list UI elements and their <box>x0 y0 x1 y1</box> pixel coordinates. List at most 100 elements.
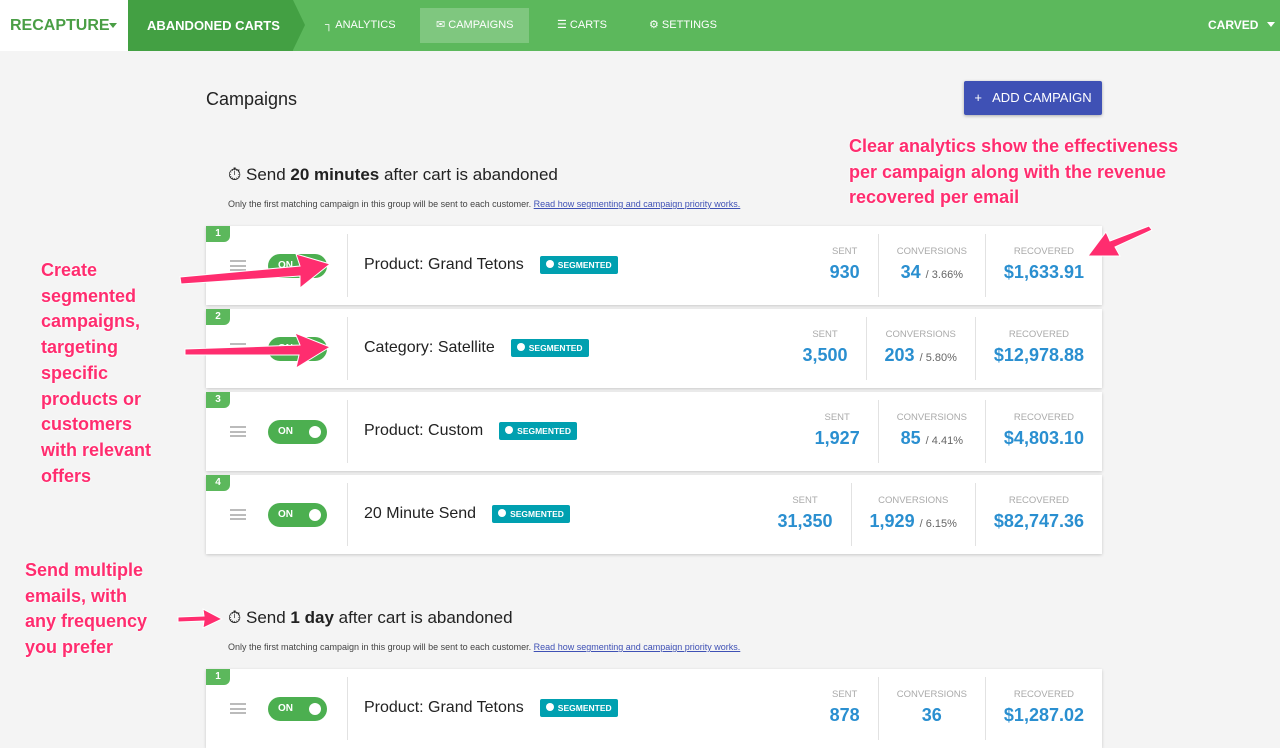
priority-tab: 1 <box>206 669 230 685</box>
stat-value: $82,747.36 <box>994 511 1084 532</box>
annotation-line: with relevant <box>41 439 152 460</box>
toggle-switch[interactable]: ON <box>268 697 327 721</box>
annotation-line: products or <box>41 388 142 409</box>
stat-value: 31,350 <box>777 511 832 532</box>
stat-label: RECOVERED <box>1013 412 1075 423</box>
toggle-switch[interactable]: ON <box>268 420 327 444</box>
top-nav: RECAPTURE ABANDONED CARTS ┐ ANALYTICS ✉ C… <box>0 0 1280 51</box>
priority-tab: 1 <box>206 226 230 242</box>
campaign-title: Product: Grand Tetons <box>364 256 524 273</box>
nav-item[interactable]: ☰ CARTS <box>557 19 608 31</box>
stat-label: SENT <box>832 689 858 700</box>
stat-number: 203 <box>884 345 915 365</box>
stat-value: $1,287.02 <box>1004 705 1084 726</box>
stat: SENT 878 <box>812 677 878 740</box>
stat-label: SENT <box>792 495 818 506</box>
account-menu[interactable]: CARVED <box>1208 0 1277 51</box>
stat-number: $1,633.91 <box>1003 262 1084 282</box>
drag-handle[interactable] <box>230 509 246 520</box>
priority-link[interactable]: Read how segmenting and campaign priorit… <box>533 642 741 652</box>
divider <box>347 677 348 740</box>
nav-item-label: CAMPAIGNS <box>448 19 514 31</box>
segmented-badge: SEGMENTED <box>539 699 618 717</box>
divider <box>347 483 348 546</box>
stat-number: 85 <box>900 428 921 448</box>
annotation-line: specific <box>41 362 109 383</box>
annotation-line: segmented <box>41 285 137 306</box>
drag-handle[interactable] <box>230 426 246 437</box>
annotation: Clear analytics show the effectiveness pe… <box>849 134 1178 211</box>
stat-number: $12,978.88 <box>993 345 1084 365</box>
nav-item[interactable]: ✉ CAMPAIGNS <box>420 8 530 43</box>
heading-suffix: after cart is abandoned <box>338 608 513 627</box>
campaign-name: 20 Minute Send SEGMENTED <box>364 505 570 523</box>
stat-number: 930 <box>829 262 860 282</box>
brand-menu[interactable]: RECAPTURE <box>0 0 128 51</box>
campaign-card[interactable]: 1 ON Product: Grand Tetons SEGMENTED SENT 878… <box>206 669 1102 748</box>
stat-number: 878 <box>829 705 860 725</box>
annotation: Create segmented campaigns, targeting specif… <box>41 258 151 489</box>
campaign-card[interactable]: 1 ON Product: Grand Tetons SEGMENTED SENT 930… <box>206 226 1102 305</box>
stats: SENT 930 CONVERSIONS 34 / 3.66% RECOVERED $1,… <box>812 234 1102 297</box>
annotation-line: Send multiple <box>25 560 144 580</box>
note-text: Only the first matching campaign in this… <box>228 199 532 209</box>
nav-item-label: SETTINGS <box>661 19 717 31</box>
conversion-rate: / 5.80% <box>919 352 957 364</box>
stat: CONVERSIONS 36 <box>877 677 985 740</box>
section-label: ABANDONED CARTS <box>128 0 305 51</box>
priority-tab: 2 <box>206 309 230 325</box>
arrow <box>177 608 224 629</box>
stat-label: CONVERSIONS <box>896 412 967 423</box>
stat-value: $4,803.10 <box>1004 428 1084 449</box>
group-note: Only the first matching campaign in this… <box>228 199 740 209</box>
toggle-switch[interactable]: ON <box>268 254 327 278</box>
stat-value: 878 <box>830 705 860 726</box>
stat: CONVERSIONS 1,929 / 6.15% <box>850 483 975 546</box>
stat-value: 36 <box>897 705 967 726</box>
campaign-card[interactable]: 2 ON Category: Satellite SEGMENTED SENT 3,500… <box>206 309 1102 388</box>
campaign-name: Product: Custom SEGMENTED <box>364 422 577 440</box>
stat: RECOVERED $4,803.10 <box>984 400 1102 463</box>
group-note: Only the first matching campaign in this… <box>228 642 740 652</box>
annotation-line: Clear analytics show the effectiveness <box>849 136 1179 156</box>
campaign-title: Category: Satellite <box>364 339 495 356</box>
segmented-badge: SEGMENTED <box>492 505 570 523</box>
nav-item-label: ANALYTICS <box>335 19 396 31</box>
add-campaign-button[interactable]: + ADD CAMPAIGN <box>964 81 1102 115</box>
stat: CONVERSIONS 203 / 5.80% <box>865 317 975 380</box>
stat: SENT 1,927 <box>797 400 878 463</box>
heading-suffix: after cart is abandoned <box>383 165 558 184</box>
toggle-switch[interactable]: ON <box>268 337 327 361</box>
segmented-badge: SEGMENTED <box>499 422 577 440</box>
annotation: Send multiple emails, with any frequency yo… <box>25 558 147 661</box>
nav-item[interactable]: ┐ ANALYTICS <box>325 19 396 31</box>
priority-link[interactable]: Read how segmenting and campaign priorit… <box>533 199 741 209</box>
toggle-switch[interactable]: ON <box>268 503 327 527</box>
stat-number: $4,803.10 <box>1003 428 1084 448</box>
drag-handle[interactable] <box>230 260 246 271</box>
page-title: Campaigns <box>206 89 298 109</box>
drag-handle[interactable] <box>230 703 246 714</box>
campaign-card[interactable]: 4 ON 20 Minute Send SEGMENTED SENT 31,350 CONV… <box>206 475 1102 554</box>
stat-number: 34 <box>900 262 921 282</box>
campaign-title: 20 Minute Send <box>364 505 477 522</box>
annotation-line: offers <box>41 465 92 486</box>
stat-number: $82,747.36 <box>993 511 1084 531</box>
campaign-card[interactable]: 3 ON Product: Custom SEGMENTED SENT 1,927 CONV… <box>206 392 1102 471</box>
annotation-line: you prefer <box>25 637 114 658</box>
note-text: Only the first matching campaign in this… <box>228 642 532 652</box>
drag-handle[interactable] <box>230 343 246 354</box>
group-heading: ⏱ Send 1 day after cart is abandoned <box>228 608 513 627</box>
heading-delay: 1 day <box>290 608 334 627</box>
stat-value: $12,978.88 <box>994 345 1084 366</box>
priority-tab: 3 <box>206 392 230 408</box>
stat: SENT 930 <box>812 234 878 297</box>
stat-value: 34 / 3.66% <box>897 262 967 283</box>
nav-item[interactable]: ⚙ SETTINGS <box>649 19 717 31</box>
heading-delay: 20 minutes <box>290 165 380 184</box>
conversion-rate: / 3.66% <box>925 269 963 281</box>
stat-label: CONVERSIONS <box>878 495 949 506</box>
stat: RECOVERED $82,747.36 <box>974 483 1102 546</box>
nav-item-label: CARTS <box>569 19 608 31</box>
